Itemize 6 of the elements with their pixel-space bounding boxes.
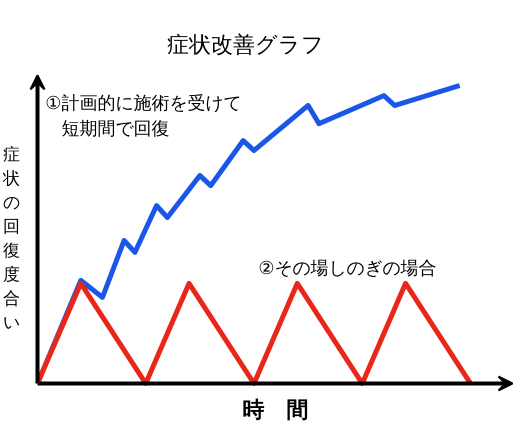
- y-axis-title: 症状の回復度合い: [2, 145, 20, 334]
- annotation: 短期間で回復: [61, 118, 170, 140]
- chart-title: 症状改善グラフ: [166, 33, 324, 58]
- x-axis-title: 時 間: [242, 398, 309, 423]
- annotation: ①計画的に施術を受けて: [45, 92, 242, 114]
- annotation: ②その場しのぎの場合: [258, 258, 436, 279]
